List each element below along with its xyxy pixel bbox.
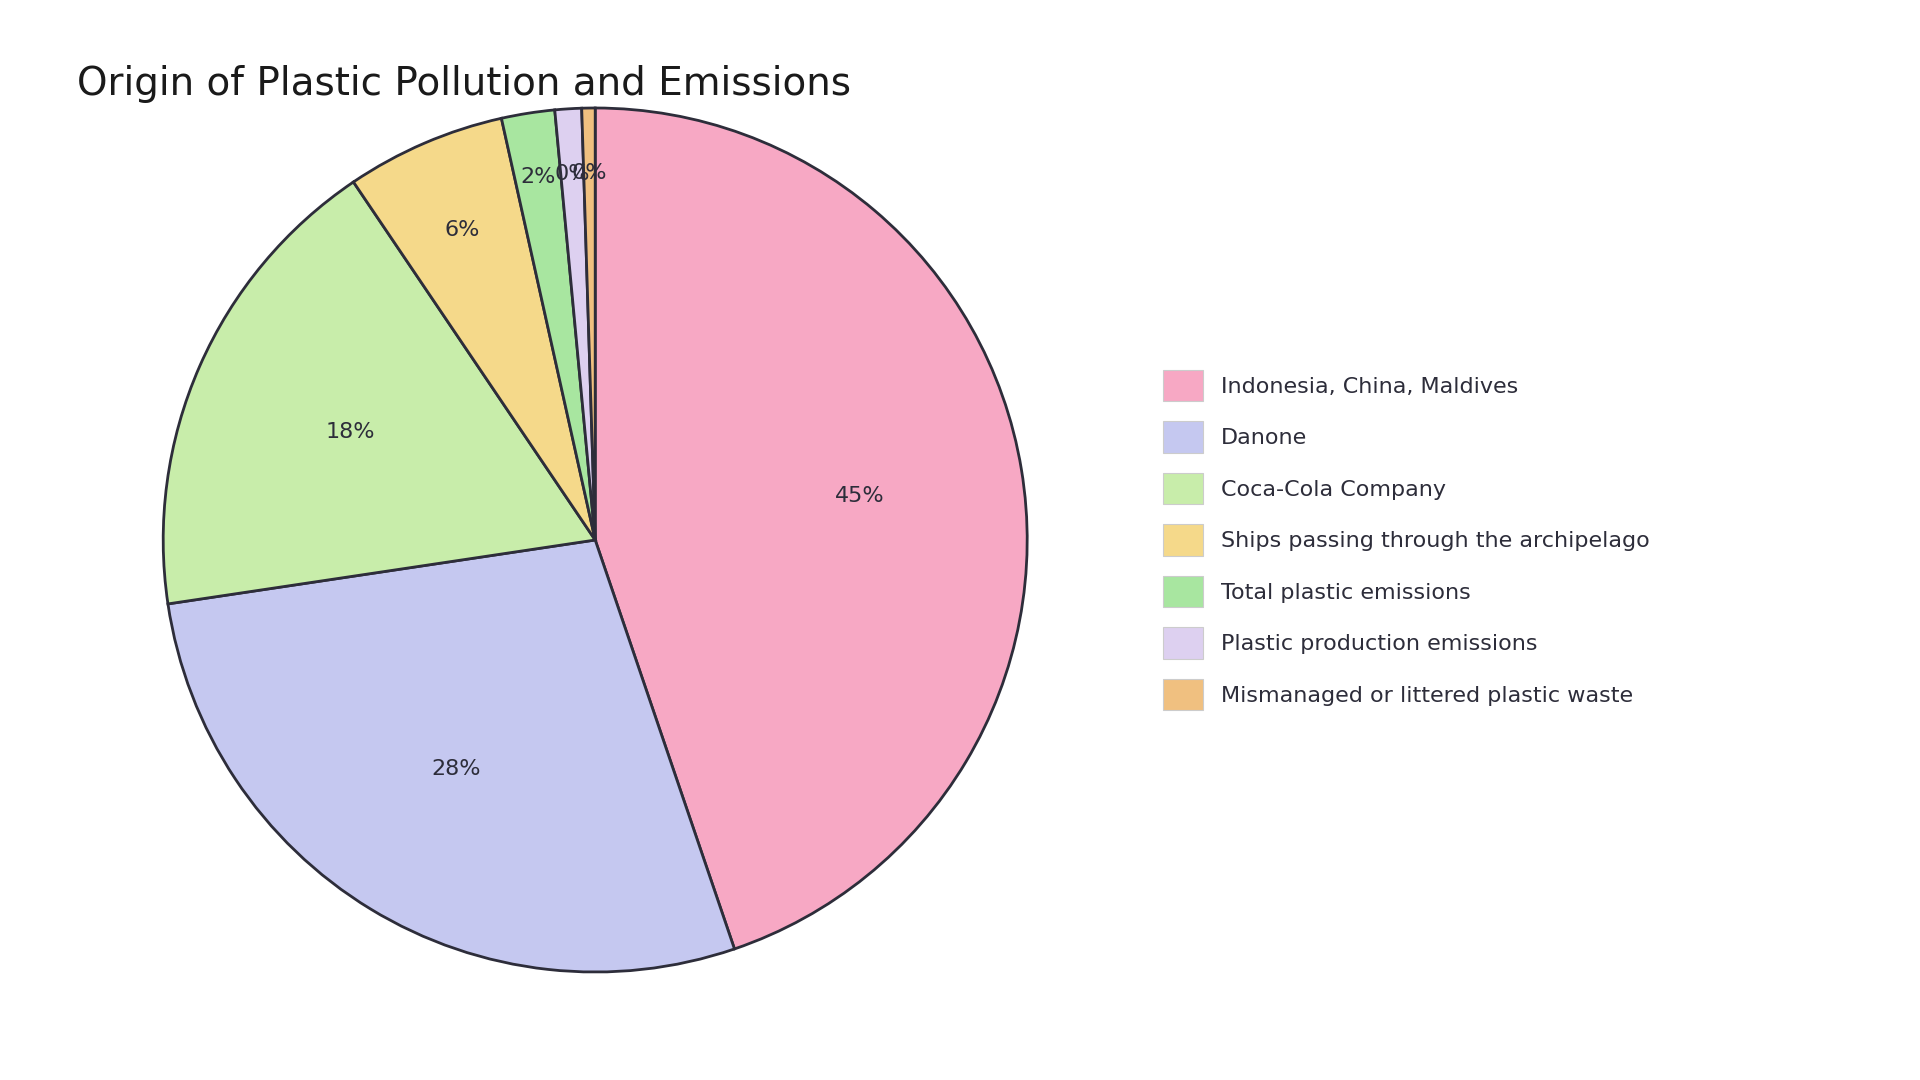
Text: 45%: 45% (835, 486, 885, 507)
Legend: Indonesia, China, Maldives, Danone, Coca-Cola Company, Ships passing through the: Indonesia, China, Maldives, Danone, Coca… (1164, 370, 1649, 710)
Text: 0%: 0% (572, 163, 607, 183)
Wedge shape (167, 540, 735, 972)
Wedge shape (595, 108, 1027, 949)
Wedge shape (163, 183, 595, 604)
Wedge shape (353, 119, 595, 540)
Text: 6%: 6% (444, 220, 480, 241)
Text: 28%: 28% (432, 759, 480, 779)
Text: 18%: 18% (324, 422, 374, 442)
Wedge shape (582, 108, 595, 540)
Wedge shape (501, 110, 595, 540)
Wedge shape (555, 108, 595, 540)
Text: 2%: 2% (520, 167, 555, 187)
Text: Origin of Plastic Pollution and Emissions: Origin of Plastic Pollution and Emission… (77, 65, 851, 103)
Text: 0%: 0% (555, 163, 589, 184)
